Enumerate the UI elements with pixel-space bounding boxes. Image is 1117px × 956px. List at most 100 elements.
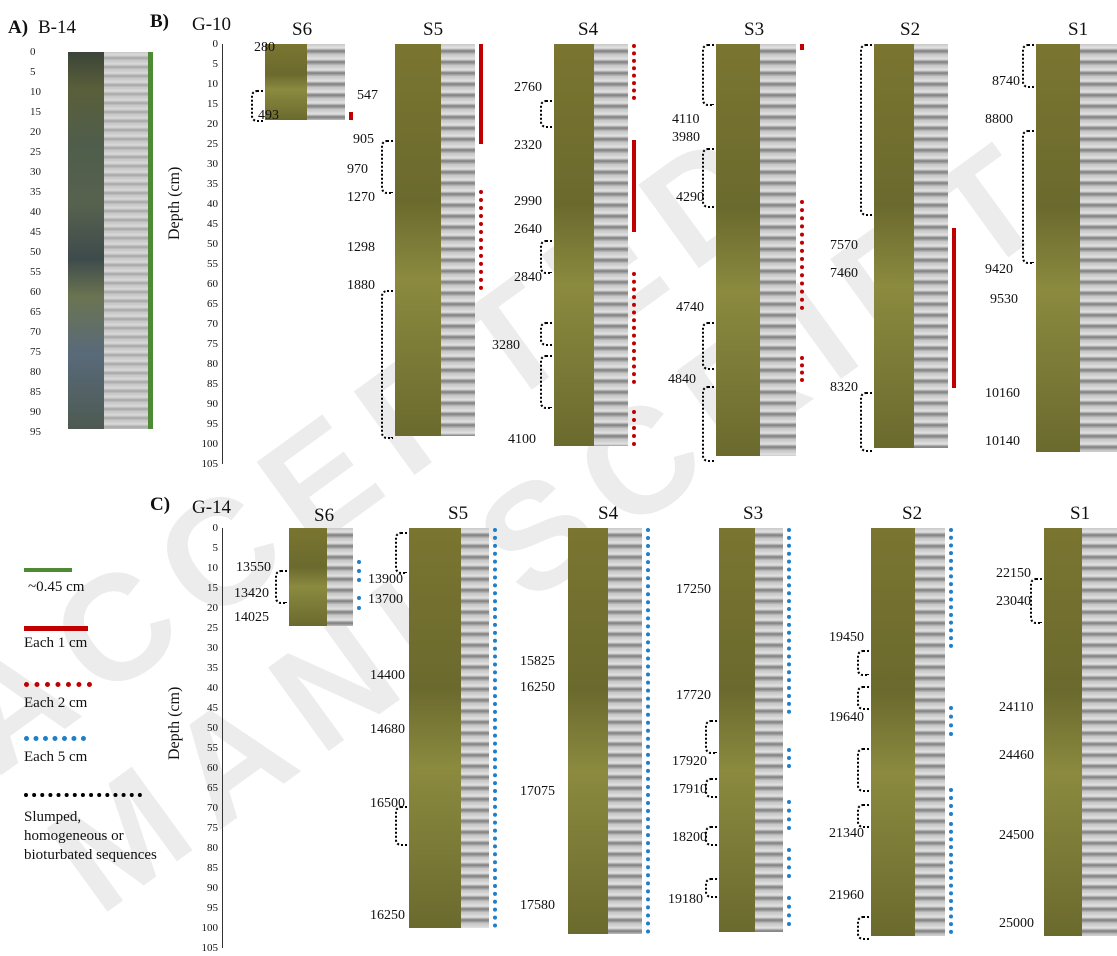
lamina-count-bar — [952, 228, 956, 388]
depth-tick-label: 95 — [207, 902, 218, 914]
b14-tick-label: 60 — [30, 286, 41, 298]
age-label: 24460 — [999, 748, 1034, 763]
depth-tick-label: 20 — [207, 602, 218, 614]
age-label: 4740 — [676, 300, 704, 315]
depth-tick-label: 45 — [207, 702, 218, 714]
lamina-count-bar — [800, 200, 804, 310]
core-photo — [289, 528, 327, 626]
age-label: 22150 — [996, 566, 1031, 581]
core-xray — [327, 528, 353, 626]
slump-bracket — [702, 386, 714, 462]
b14-tick-label: 45 — [30, 226, 41, 238]
core-photo — [554, 44, 594, 446]
age-label: 10140 — [985, 434, 1020, 449]
b14-tick-label: 20 — [30, 126, 41, 138]
slump-bracket — [860, 392, 872, 452]
depth-tick-label: 50 — [207, 722, 218, 734]
age-label: 16250 — [370, 908, 405, 923]
lamina-count-bar — [787, 896, 791, 926]
slump-bracket — [857, 916, 869, 940]
depth-tick-label: 85 — [207, 862, 218, 874]
age-label: 9530 — [990, 292, 1018, 307]
age-label: 23040 — [996, 594, 1031, 609]
slump-bracket — [381, 290, 393, 439]
depth-tick-label: 0 — [212, 38, 219, 50]
lamina-count-bar — [632, 44, 636, 100]
core-xray — [594, 44, 628, 446]
age-label: 2990 — [514, 194, 542, 209]
depth-tick-label: 25 — [207, 622, 218, 634]
core-xray — [1082, 528, 1117, 936]
core-xray — [914, 44, 948, 448]
core-xray — [307, 44, 345, 120]
core-photo — [568, 528, 608, 934]
panel-c-title: G-14 — [192, 497, 232, 518]
slump-bracket — [705, 878, 717, 898]
depth-tick-label: 60 — [207, 762, 218, 774]
lamina-count-bar — [646, 528, 650, 934]
slump-bracket — [705, 826, 717, 846]
slump-bracket — [857, 650, 869, 676]
legend-red-solid-label: Each 1 cm — [24, 635, 88, 651]
slump-bracket — [395, 532, 407, 574]
b14-tick-label: 85 — [30, 386, 41, 398]
core-xray — [1080, 44, 1117, 452]
depth-tick-label: 15 — [207, 582, 218, 594]
age-label: 13420 — [234, 586, 269, 601]
lamina-count-bar — [949, 528, 953, 648]
b14-tick-label: 10 — [30, 86, 41, 98]
core-name-s5: S5 — [448, 503, 469, 524]
slump-bracket — [705, 720, 717, 754]
slump-bracket — [395, 806, 407, 846]
age-label: 2640 — [514, 222, 542, 237]
age-label: 2760 — [514, 80, 542, 95]
core-xray — [461, 528, 489, 928]
depth-tick-label: 100 — [201, 438, 219, 450]
age-label: 13700 — [368, 592, 403, 607]
age-label: 9420 — [985, 262, 1013, 277]
lamina-count-bar — [632, 140, 636, 232]
age-label: 4110 — [672, 112, 700, 127]
age-label: 4290 — [676, 190, 704, 205]
age-label: 16250 — [520, 680, 555, 695]
core-photo — [265, 44, 307, 120]
lamina-count-bar — [479, 44, 483, 144]
depth-tick-label: 30 — [207, 158, 218, 170]
panel-c-depth-label: Depth (cm) — [166, 686, 183, 760]
legend-green-line — [24, 568, 72, 572]
lamina-count-bar — [787, 748, 791, 768]
depth-axis-line — [222, 44, 223, 464]
core-xray — [760, 44, 796, 456]
lamina-count-bar — [787, 848, 791, 878]
depth-axis-line — [222, 528, 223, 948]
lamina-count-bar — [349, 112, 353, 120]
age-label: 1298 — [347, 240, 375, 255]
age-label: 14680 — [370, 722, 405, 737]
age-label: 547 — [357, 88, 378, 103]
slump-bracket — [251, 90, 263, 122]
core-name-s1: S1 — [1070, 503, 1091, 524]
b14-tick-label: 75 — [30, 346, 41, 358]
depth-tick-label: 45 — [207, 218, 218, 230]
slump-bracket — [860, 44, 872, 216]
depth-tick-label: 90 — [207, 882, 218, 894]
age-label: 2840 — [514, 270, 542, 285]
b14-tick-label: 70 — [30, 326, 41, 338]
age-label: 17250 — [676, 582, 711, 597]
lamina-count-bar — [949, 822, 953, 934]
core-photo — [395, 44, 441, 436]
depth-tick-label: 105 — [201, 942, 219, 954]
core-xray — [441, 44, 475, 436]
depth-tick-label: 30 — [207, 642, 218, 654]
legend-black-dotted-label: Slumped, homogeneous or bioturbated sequ… — [24, 809, 157, 863]
age-label: 16500 — [370, 796, 405, 811]
age-label: 14400 — [370, 668, 405, 683]
age-label: 280 — [254, 40, 275, 55]
age-label: 17580 — [520, 898, 555, 913]
age-label: 7570 — [830, 238, 858, 253]
depth-tick-label: 80 — [207, 842, 218, 854]
core-name-s3: S3 — [743, 503, 764, 524]
age-label: 3980 — [672, 130, 700, 145]
age-label: 13900 — [368, 572, 403, 587]
panel-b-label: B) — [150, 11, 169, 32]
